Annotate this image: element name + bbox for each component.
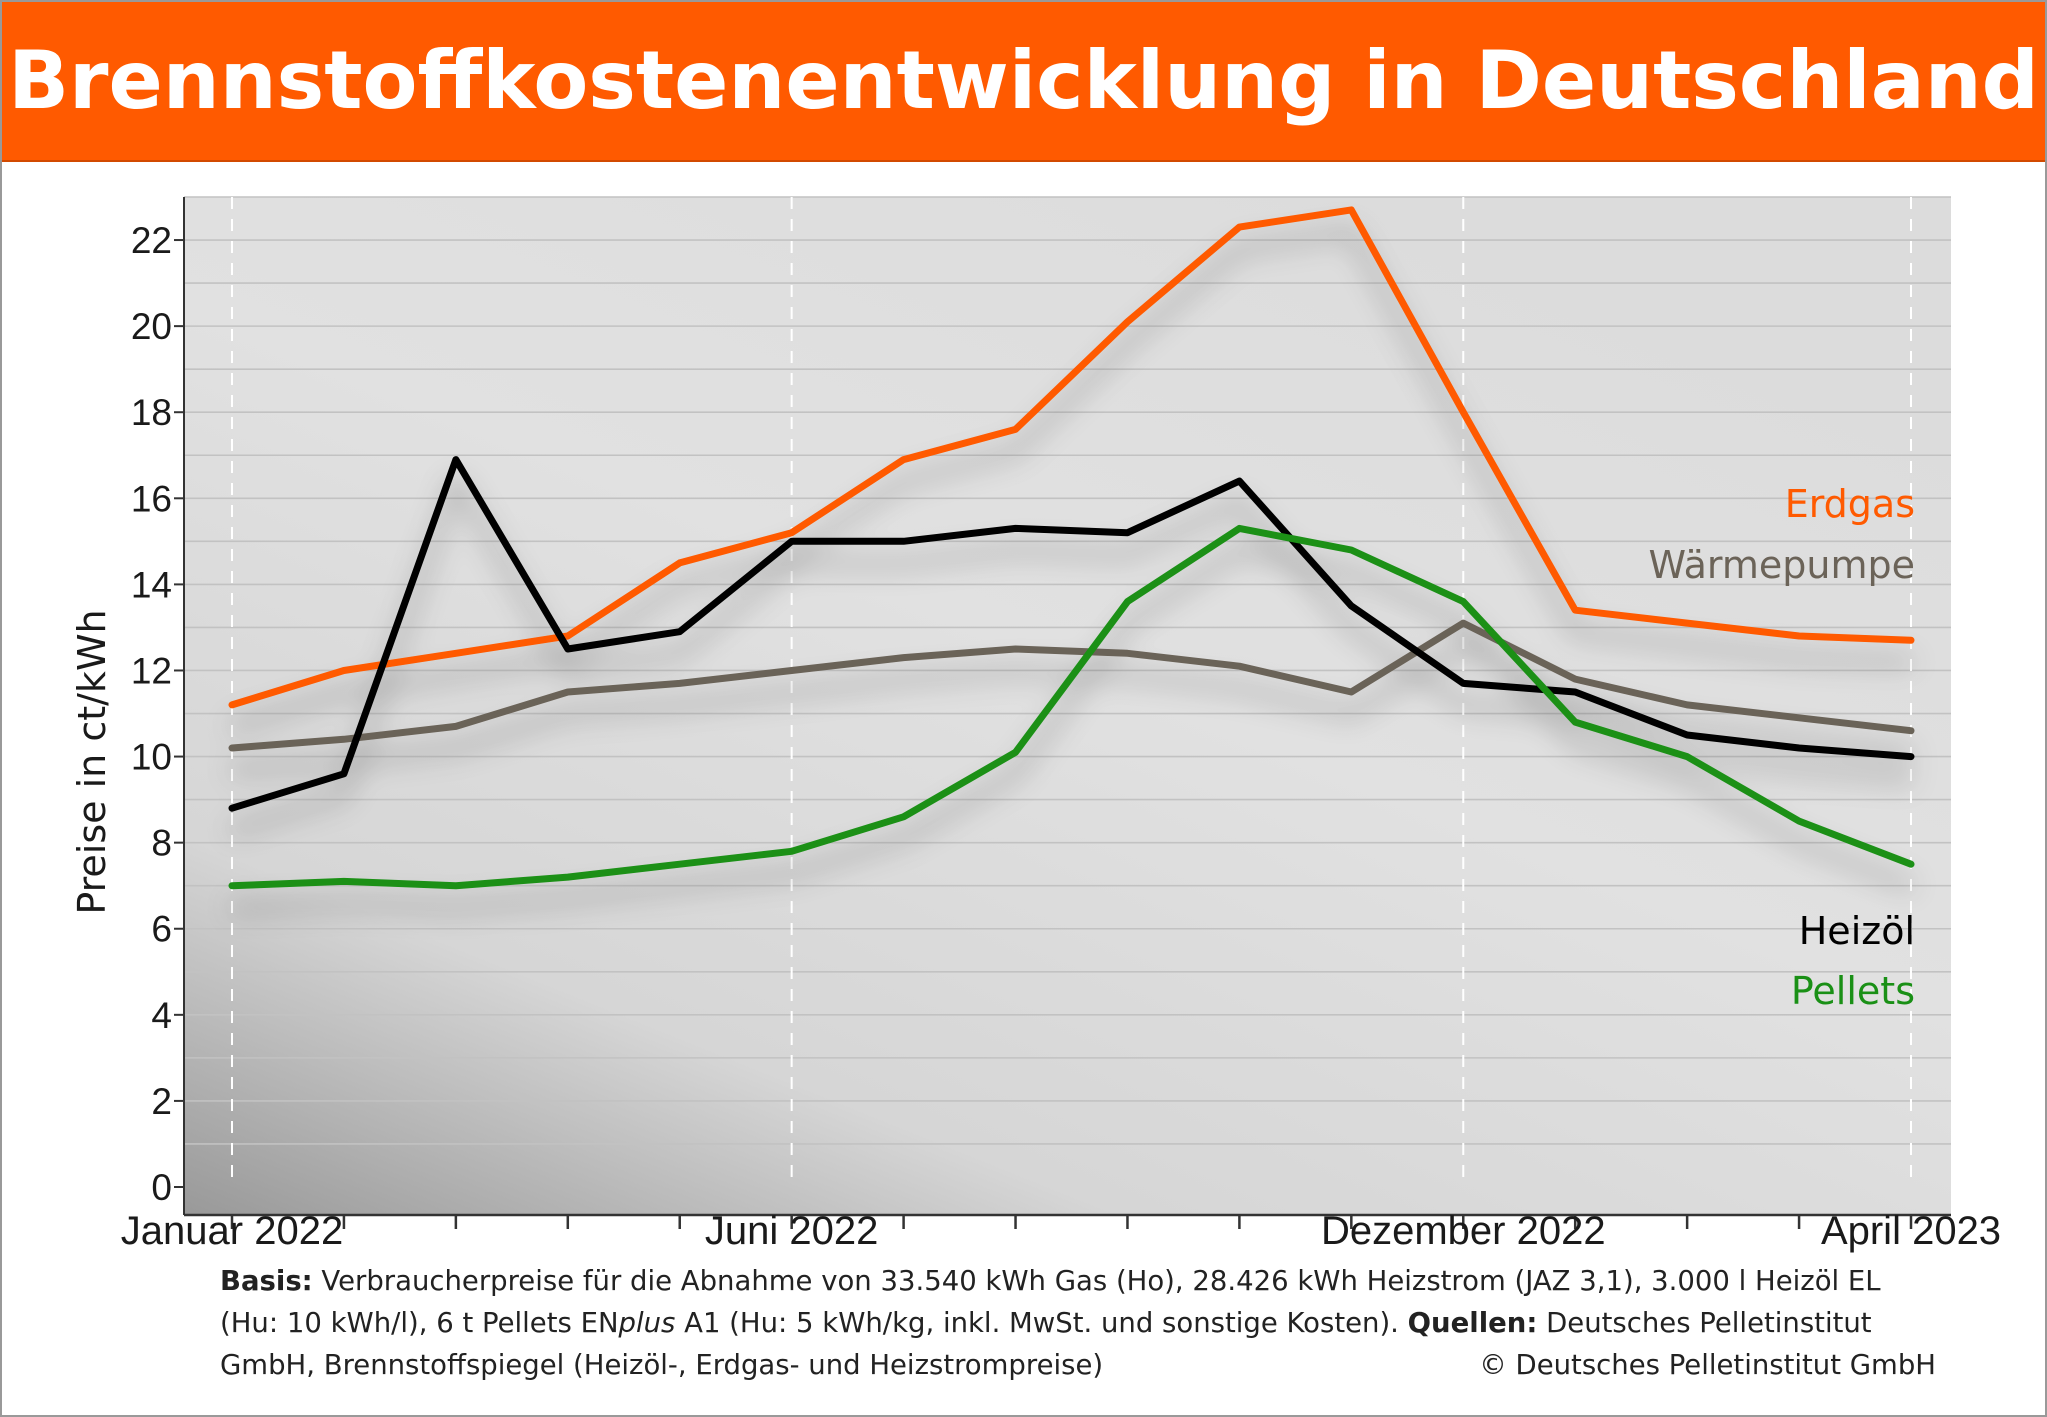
y-tick-label: 12 (131, 650, 172, 691)
footnote-line-2: (Hu: 10 kWh/l), 6 t Pellets ENplus A1 (H… (220, 1302, 1936, 1344)
footnote-line-1: Basis: Verbraucherpreise für die Abnahme… (220, 1260, 1936, 1302)
series-line-erdgas (228, 206, 1915, 709)
series-line-wärmepumpe (228, 619, 1915, 752)
grid (184, 196, 1951, 1187)
y-tick-label: 20 (131, 306, 172, 347)
basis-label: Basis: (220, 1265, 313, 1297)
y-tick-label: 6 (151, 909, 172, 950)
series-label: Erdgas (1785, 482, 1915, 526)
enplus-italic: plus (618, 1307, 676, 1339)
x-tick-label: Dezember 2022 (1321, 1209, 1606, 1253)
y-tick-label: 2 (151, 1081, 172, 1122)
y-axis-label: Preise in ct/kWh (70, 609, 114, 914)
sources-label: Quellen: (1407, 1307, 1538, 1339)
y-tick-labels: 0 2 4 6 8 10 12 14 16 18 20 22 (131, 220, 172, 1208)
footnote-line-3: GmbH, Brennstoffspiegel (Heizöl-, Erdgas… (220, 1344, 1936, 1386)
y-tick-label: 14 (131, 564, 172, 605)
x-tick-labels: Januar 2022 Juni 2022 Dezember 2022 April 2… (121, 1209, 2001, 1253)
x-tick-label: Januar 2022 (121, 1209, 343, 1253)
page-title: Brennstoffkostenentwicklung in Deutschla… (2, 2, 2045, 162)
y-tick-label: 22 (131, 220, 172, 261)
sources-text: Deutsches Pelletinstitut (1537, 1307, 1872, 1339)
y-tick-label: 18 (131, 392, 172, 433)
x-tick-label: April 2023 (1821, 1209, 2001, 1253)
series-lines (228, 206, 1915, 890)
basis-text: Verbraucherpreise für die Abnahme von 33… (312, 1265, 1881, 1297)
y-tick-label: 10 (131, 737, 172, 778)
series-line-pellets (228, 524, 1915, 890)
basis-text-2: (Hu: 10 kWh/l), 6 t Pellets EN (220, 1307, 619, 1339)
series-line-heizöl (228, 456, 1915, 812)
line-chart: 0 2 4 6 8 10 12 14 16 18 20 22 Januar 2022 Juni 2022… (70, 196, 2001, 1253)
y-tick-label: 0 (151, 1167, 172, 1208)
y-tick-label: 16 (131, 478, 172, 519)
copyright: © Deutsches Pelletinstitut GmbH (1479, 1349, 1936, 1381)
series-label: Heizöl (1799, 909, 1915, 953)
y-tick-label: 4 (151, 995, 172, 1036)
y-tick-label: 8 (151, 823, 172, 864)
sources-text-2: GmbH, Brennstoffspiegel (Heizöl-, Erdgas… (220, 1349, 1104, 1381)
x-tick-label: Juni 2022 (705, 1209, 878, 1253)
basis-text-3: A1 (Hu: 5 kWh/kg, inkl. MwSt. und sonsti… (675, 1307, 1408, 1339)
series-label: Pellets (1791, 969, 1915, 1013)
plot-background (184, 197, 1951, 1215)
axes (174, 197, 1951, 1229)
series-labels: Erdgas Wärmepumpe Heizöl Pellets (1648, 482, 1915, 1013)
footnote: Basis: Verbraucherpreise für die Abnahme… (220, 1260, 1936, 1386)
series-label: Wärmepumpe (1648, 543, 1915, 587)
